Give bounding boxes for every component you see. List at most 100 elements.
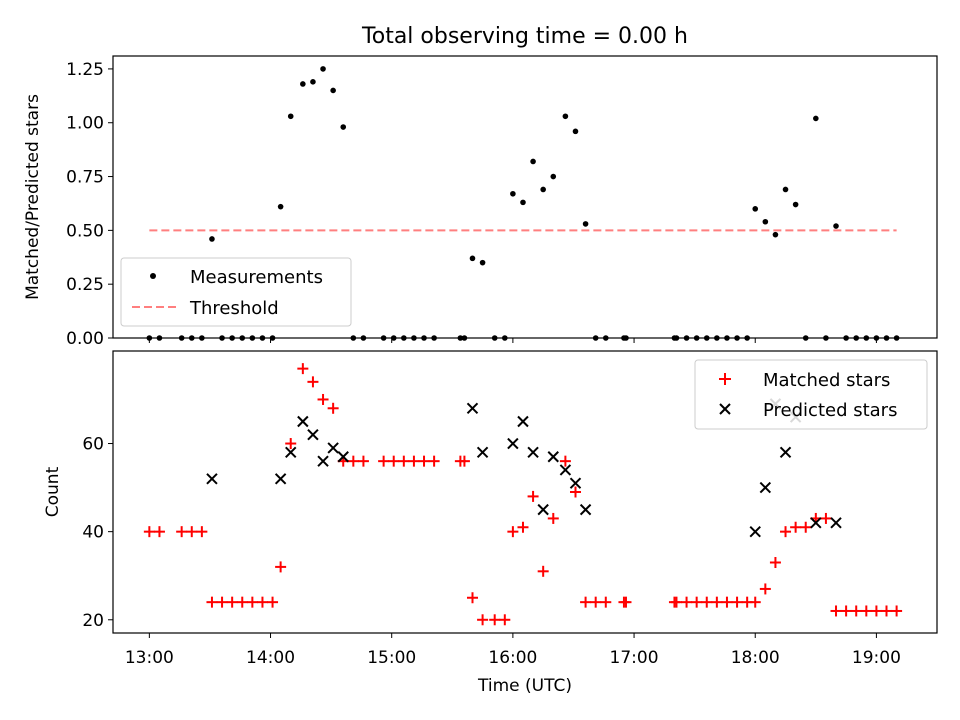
measurement-point <box>762 218 769 225</box>
predicted-stars-point <box>317 455 329 467</box>
predicted-stars-point <box>307 429 319 441</box>
measurement-point <box>833 223 839 229</box>
measurement-point <box>752 206 759 212</box>
bottom-y-tick-label: 60 <box>82 435 104 455</box>
predicted-stars-point <box>759 481 772 494</box>
predicted-stars-point <box>579 503 592 516</box>
measurement-point <box>703 335 710 341</box>
predicted-stars-point <box>527 446 539 459</box>
measurement-point <box>530 158 536 165</box>
matched-stars-point <box>216 596 228 608</box>
measurement-point <box>673 335 680 341</box>
bottom-x-tick-label: 13:00 <box>125 648 174 668</box>
predicted-stars-point <box>830 517 842 529</box>
measurement-point <box>772 231 779 238</box>
matched-stars-point <box>153 526 165 538</box>
measurement-point <box>792 201 799 208</box>
measurement-point <box>300 81 306 87</box>
measurement-point <box>421 335 427 341</box>
measurement-point <box>683 335 690 341</box>
matched-stars-point <box>398 455 410 467</box>
measurement-point <box>520 199 526 206</box>
top-y-axis: 0.00 0.25 0.50 0.75 1.00 1.25 <box>66 60 113 349</box>
measurement-point <box>178 335 185 341</box>
measurement-point <box>401 335 407 341</box>
measurement-point <box>249 335 256 341</box>
measurement-point <box>199 335 205 341</box>
measurement-point <box>239 335 246 341</box>
measurement-point <box>602 335 609 341</box>
matched-stars-point <box>681 596 693 608</box>
measurement-point <box>209 236 215 242</box>
bottom-y-axis: 20 40 60 <box>82 435 113 631</box>
matched-stars-point <box>537 565 549 577</box>
matched-stars-point <box>466 592 478 604</box>
matched-stars-point <box>507 526 519 538</box>
matched-stars-point <box>830 605 842 617</box>
predicted-stars-point <box>466 402 479 414</box>
measurement-point <box>469 255 476 262</box>
measurement-point <box>744 335 750 341</box>
matched-stars-point <box>759 583 771 595</box>
bottom-y-tick-label: 40 <box>82 523 104 543</box>
bottom-plot-area <box>112 350 938 634</box>
matched-stars-point <box>580 596 592 608</box>
matched-stars-point <box>870 605 882 617</box>
matched-stars-point <box>307 376 319 388</box>
matched-stars-point <box>186 526 198 538</box>
predicted-stars-point <box>547 451 559 463</box>
measurement-point <box>259 335 266 341</box>
predicted-stars-point <box>779 446 792 459</box>
predicted-stars-point <box>517 415 529 428</box>
measurement-point <box>863 335 870 341</box>
top-legend-box <box>120 257 352 327</box>
top-y-tick-label: 0.00 <box>66 329 104 349</box>
matched-stars-point <box>477 614 489 626</box>
matched-stars-point <box>559 455 571 467</box>
matched-stars-point <box>267 596 279 608</box>
matched-stars-point <box>569 486 581 498</box>
matched-stars-point <box>860 605 872 617</box>
bottom-x-axis: 13:00 14:00 15:00 16:00 17:00 18:00 19:00 <box>125 633 901 668</box>
measurement-point <box>734 335 740 341</box>
measurement-point <box>550 173 557 180</box>
measurement-point <box>582 221 589 227</box>
measurement-point <box>491 335 498 341</box>
measurement-point <box>540 186 546 193</box>
bottom-y-tick-label: 20 <box>82 611 104 631</box>
measurement-point <box>883 335 890 341</box>
measurement-point <box>623 335 629 341</box>
matched-stars-point <box>176 526 188 538</box>
predicted-stars-point <box>559 464 572 476</box>
matched-stars-point <box>780 526 792 538</box>
matched-stars-point <box>881 605 893 617</box>
legend-matched-label: Matched stars <box>763 370 890 391</box>
matched-stars-point <box>226 596 238 608</box>
matched-stars-point <box>620 596 632 608</box>
measurement-point <box>380 335 387 341</box>
measurement-point <box>360 335 367 341</box>
matched-stars-point <box>143 526 155 538</box>
matched-stars-point <box>547 512 559 524</box>
measurement-point <box>802 335 809 341</box>
measurement-point <box>431 335 437 341</box>
measurement-point <box>853 335 860 341</box>
measurement-point <box>350 335 357 341</box>
measurement-point <box>219 335 225 341</box>
matched-stars-point <box>701 596 713 608</box>
bottom-plot-marks <box>143 363 903 626</box>
matched-stars-point <box>721 596 733 608</box>
predicted-stars-point <box>327 442 339 454</box>
matched-stars-point <box>246 596 258 608</box>
measurement-point <box>572 128 579 135</box>
bottom-x-tick-label: 16:00 <box>488 648 537 668</box>
top-chart-title: Total observing time = 0.00 h <box>361 24 688 49</box>
matched-stars-point <box>327 402 339 414</box>
predicted-stars-point <box>297 415 309 428</box>
matched-stars-point <box>517 521 529 533</box>
measurement-point <box>461 335 468 341</box>
measurement-point <box>320 66 326 72</box>
predicted-stars-point <box>537 503 549 516</box>
matched-stars-point <box>749 596 761 608</box>
matched-stars-point <box>236 596 248 608</box>
